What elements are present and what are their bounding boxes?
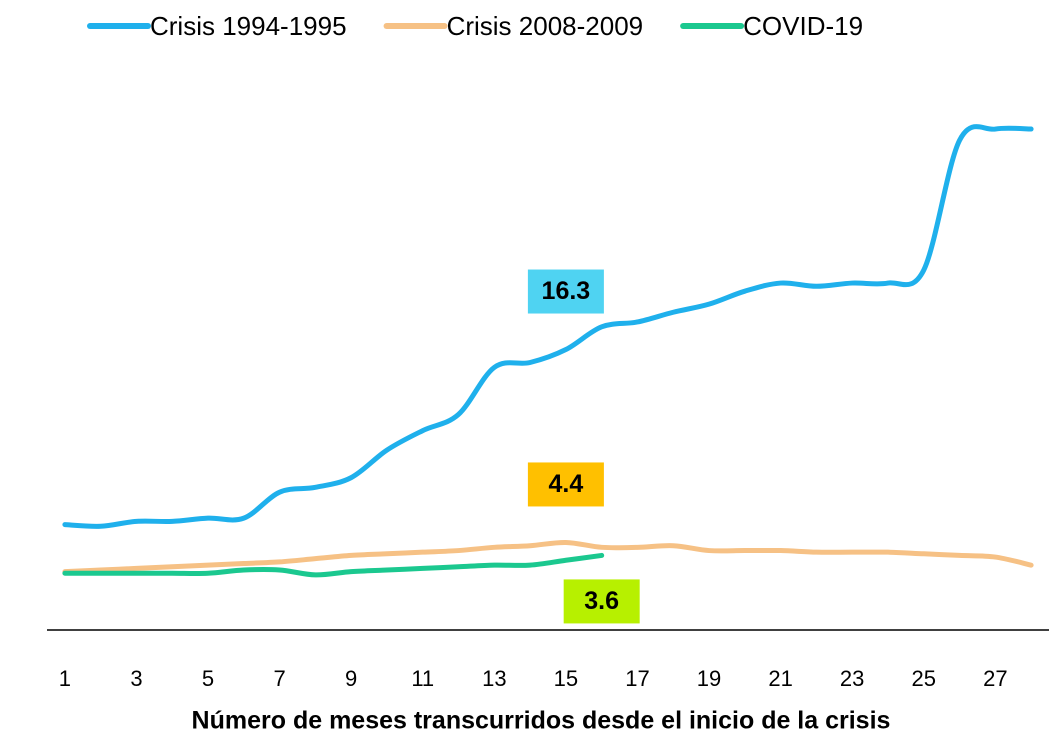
data-label-box <box>563 579 640 624</box>
x-tick-label: 25 <box>912 666 936 691</box>
x-tick-label: 13 <box>482 666 506 691</box>
x-tick-label: 21 <box>768 666 792 691</box>
x-tick-label: 15 <box>554 666 578 691</box>
x-tick-label: 17 <box>625 666 649 691</box>
x-tick-label: 3 <box>130 666 142 691</box>
x-tick-label: 7 <box>273 666 285 691</box>
x-tick-label: 9 <box>345 666 357 691</box>
x-tick-label: 19 <box>697 666 721 691</box>
series-line <box>62 539 1034 575</box>
x-tick-label: 5 <box>202 666 214 691</box>
x-axis-title: Número de meses transcurridos desde el i… <box>192 707 891 735</box>
x-tick-label: 11 <box>411 666 434 691</box>
legend-label: COVID-19 <box>743 11 863 41</box>
data-label-box <box>527 462 604 507</box>
series-line <box>62 552 605 578</box>
x-tick-label: 1 <box>59 666 71 691</box>
legend-label: Crisis 2008-2009 <box>447 11 644 41</box>
data-label: 4.4 <box>549 470 584 498</box>
x-tick-label: 27 <box>983 666 1007 691</box>
series-line <box>62 124 1034 529</box>
data-label: 16.3 <box>542 277 591 305</box>
data-label-box <box>527 269 604 314</box>
x-tick-label: 23 <box>840 666 864 691</box>
legend-label: Crisis 1994-1995 <box>150 11 347 41</box>
data-label: 3.6 <box>584 587 619 615</box>
